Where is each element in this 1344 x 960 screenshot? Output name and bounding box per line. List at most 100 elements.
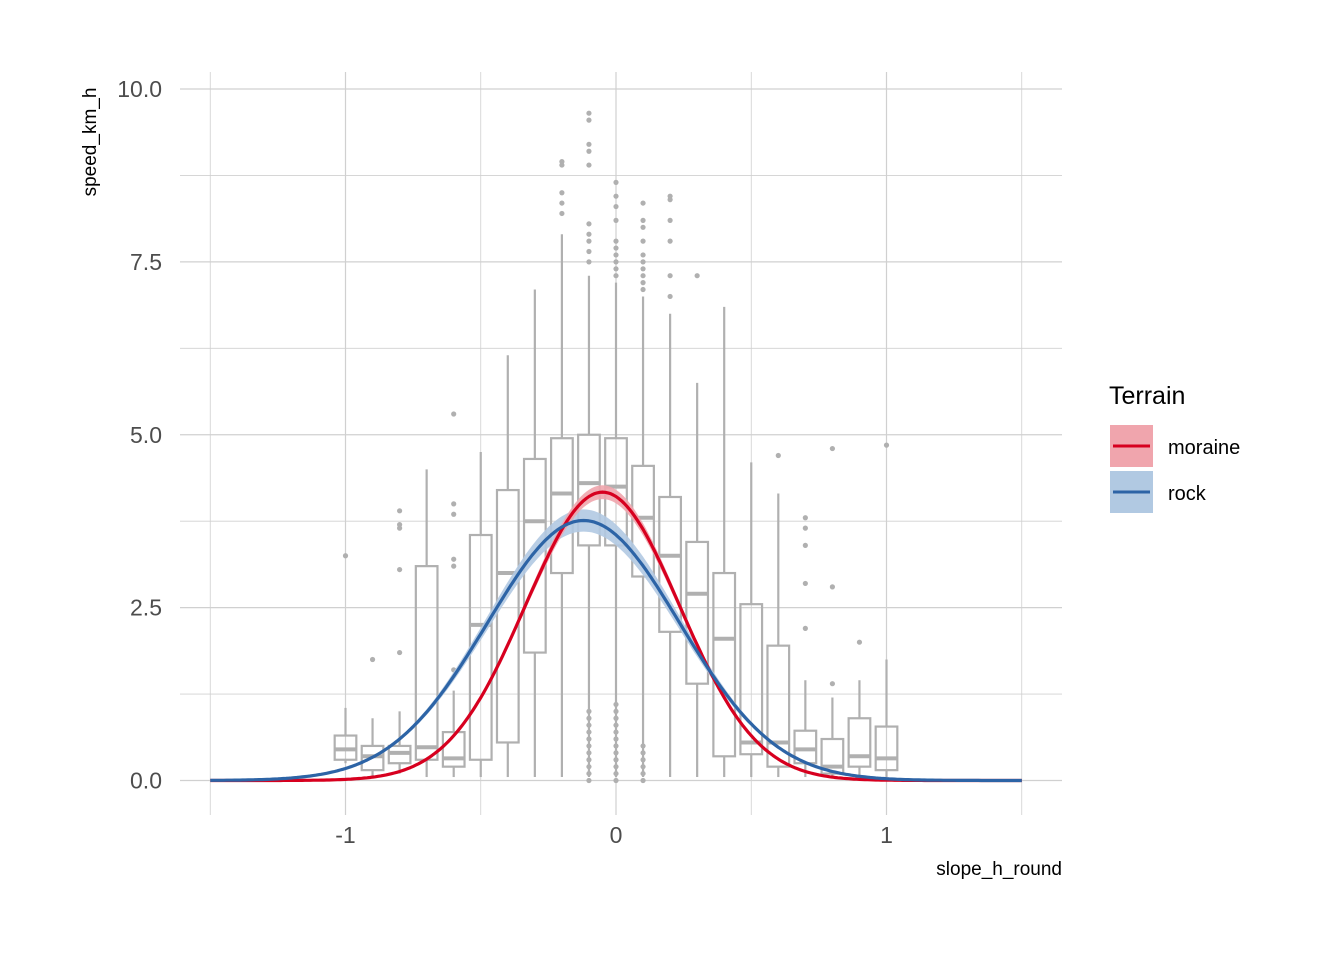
box-body xyxy=(712,571,737,758)
box-outlier xyxy=(640,750,646,756)
box-outlier xyxy=(451,501,457,507)
boxplot xyxy=(658,193,683,778)
box-outlier xyxy=(775,452,781,459)
box-outlier xyxy=(613,722,619,728)
box-outlier xyxy=(586,757,592,763)
box-body xyxy=(685,540,710,685)
box-outlier xyxy=(586,750,592,756)
box-outlier xyxy=(829,681,836,687)
box-body xyxy=(739,603,764,756)
box-outlier xyxy=(586,770,592,777)
legend: Terrain moraine rock xyxy=(1109,382,1240,513)
box-outlier xyxy=(640,259,646,265)
box-body xyxy=(820,737,845,775)
box-outlier xyxy=(586,736,592,742)
box-outlier xyxy=(586,238,592,244)
legend-title: Terrain xyxy=(1109,382,1185,410)
box-outlier xyxy=(369,656,376,663)
box-outlier xyxy=(640,764,646,770)
box-outlier xyxy=(559,190,565,196)
box-body xyxy=(549,437,574,575)
box-outlier xyxy=(586,708,592,714)
box-body xyxy=(847,717,872,768)
box-outlier xyxy=(667,273,673,279)
box-body xyxy=(495,488,520,744)
box-outlier xyxy=(613,259,619,265)
box-outlier xyxy=(451,411,457,417)
box-outlier xyxy=(640,252,646,258)
box-outlier xyxy=(586,764,592,770)
box-outlier xyxy=(586,777,592,784)
box-outlier xyxy=(586,141,592,147)
box-outlier xyxy=(667,293,673,300)
box-outlier xyxy=(694,273,700,279)
box-outlier xyxy=(586,715,592,721)
box-outlier xyxy=(613,736,619,742)
box-outlier xyxy=(397,649,403,656)
box-outlier xyxy=(640,743,646,749)
box-outlier xyxy=(613,266,619,272)
box-outlier xyxy=(586,148,592,154)
boxplot xyxy=(333,553,358,764)
box-outlier xyxy=(586,162,592,168)
x-tick-label: -1 xyxy=(335,822,355,848)
box-outlier xyxy=(586,248,592,255)
box-outlier xyxy=(613,179,619,185)
box-outlier xyxy=(613,252,619,258)
box-outlier xyxy=(586,117,592,123)
box-outlier xyxy=(613,764,619,770)
box-outlier xyxy=(640,217,646,223)
box-outlier xyxy=(613,273,619,279)
box-outlier xyxy=(802,625,808,631)
box-outlier xyxy=(640,224,646,230)
box-outlier xyxy=(613,217,619,223)
boxplot xyxy=(360,656,385,778)
box-outlier xyxy=(613,777,619,784)
box-outlier xyxy=(613,770,619,777)
box-outlier xyxy=(640,238,646,244)
box-outlier xyxy=(640,757,646,763)
box-outlier xyxy=(586,231,592,237)
legend-label-rock: rock xyxy=(1168,483,1207,505)
box-outlier xyxy=(802,525,808,531)
boxplot xyxy=(685,273,710,778)
box-outlier xyxy=(397,508,403,514)
box-outlier xyxy=(586,743,592,749)
box-outlier xyxy=(802,580,808,587)
box-outlier xyxy=(640,200,646,206)
box-outlier xyxy=(559,200,565,206)
x-tick-label: 1 xyxy=(880,822,893,848)
box-outlier xyxy=(586,110,592,116)
box-outlier xyxy=(613,203,619,210)
boxplot xyxy=(495,355,520,778)
box-outlier xyxy=(586,259,592,265)
boxplot xyxy=(874,442,899,778)
y-tick-label: 10.0 xyxy=(117,76,162,102)
box-outlier xyxy=(613,750,619,756)
box-outlier xyxy=(613,708,619,714)
boxplot xyxy=(712,306,737,778)
box-outlier xyxy=(613,701,619,708)
boxplot xyxy=(847,639,872,778)
box-outlier xyxy=(640,280,646,286)
box-outlier xyxy=(613,715,619,721)
boxplot xyxy=(793,515,818,778)
boxplot xyxy=(766,452,791,778)
box-body xyxy=(874,725,899,772)
fitted-curves xyxy=(210,490,1022,783)
box-body xyxy=(766,644,791,768)
box-outlier xyxy=(586,221,592,227)
box-outlier xyxy=(342,553,349,559)
box-outlier xyxy=(829,445,836,452)
box-outlier xyxy=(613,729,619,735)
x-axis-title: slope_h_round xyxy=(936,859,1062,880)
box-outlier xyxy=(586,729,592,735)
box-outlier xyxy=(667,238,673,244)
box-outlier xyxy=(559,210,565,217)
box-outlier xyxy=(613,238,619,244)
y-tick-label: 7.5 xyxy=(130,249,162,275)
box-outlier xyxy=(640,273,646,279)
boxplot xyxy=(604,179,628,784)
box-body xyxy=(414,565,439,761)
legend-label-moraine: moraine xyxy=(1168,437,1240,459)
